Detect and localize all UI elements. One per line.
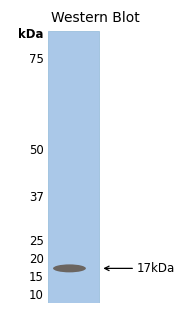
Text: 17kDa: 17kDa	[137, 262, 175, 275]
Text: 15: 15	[29, 271, 44, 284]
Bar	[48, 31, 99, 303]
Text: Western Blot: Western Blot	[51, 11, 139, 25]
Ellipse shape	[53, 265, 86, 272]
Text: 20: 20	[29, 253, 44, 266]
Text: 10: 10	[29, 289, 44, 302]
Text: 25: 25	[29, 235, 44, 248]
Text: 50: 50	[29, 144, 44, 157]
Text: kDa: kDa	[18, 28, 44, 41]
Text: 37: 37	[29, 191, 44, 204]
Text: 75: 75	[29, 53, 44, 66]
